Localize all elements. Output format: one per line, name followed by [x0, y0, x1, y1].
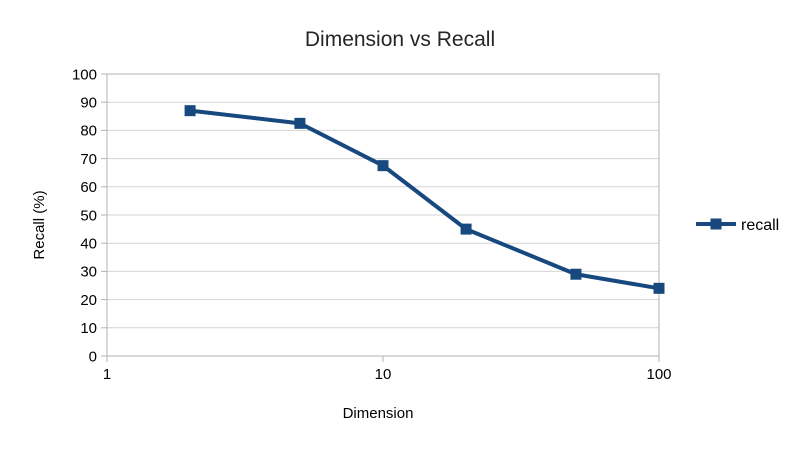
x-axis-tick-label: 1 — [103, 366, 111, 383]
gridlines — [107, 73, 659, 357]
legend-label: recall — [741, 217, 779, 234]
y-axis-tick-label: 40 — [80, 235, 97, 252]
y-axis-tick-label: 100 — [72, 66, 97, 83]
y-axis-tick-label: 60 — [80, 179, 97, 196]
data-point-marker — [294, 117, 306, 129]
recall-series-line — [188, 108, 661, 291]
data-point-marker — [377, 160, 389, 172]
data-point-marker — [184, 105, 196, 117]
x-axis-title: Dimension — [343, 405, 414, 422]
x-axis-tick-label: 100 — [646, 366, 671, 383]
y-axis-tick-label: 80 — [80, 123, 97, 140]
y-axis-title: Recall (%) — [31, 190, 48, 259]
y-axis-tick-label: 70 — [80, 151, 97, 168]
recall-series — [184, 105, 665, 294]
legend: recall — [696, 217, 779, 234]
y-axis-tick-label: 50 — [80, 207, 97, 224]
data-point-marker — [460, 223, 472, 235]
chart-title: Dimension vs Recall — [305, 28, 495, 51]
y-axis-tick-label: 10 — [80, 320, 97, 337]
data-point-marker — [570, 268, 582, 280]
y-axis-tick-label: 0 — [89, 348, 97, 365]
y-axis-tick-label: 90 — [80, 94, 97, 111]
x-axis-tick-label: 10 — [375, 366, 392, 383]
legend-square-marker-icon — [710, 218, 722, 230]
y-axis-tick-label: 20 — [80, 292, 97, 309]
axes — [101, 73, 660, 362]
data-point-marker — [653, 282, 665, 294]
y-axis-tick-label: 30 — [80, 264, 97, 281]
